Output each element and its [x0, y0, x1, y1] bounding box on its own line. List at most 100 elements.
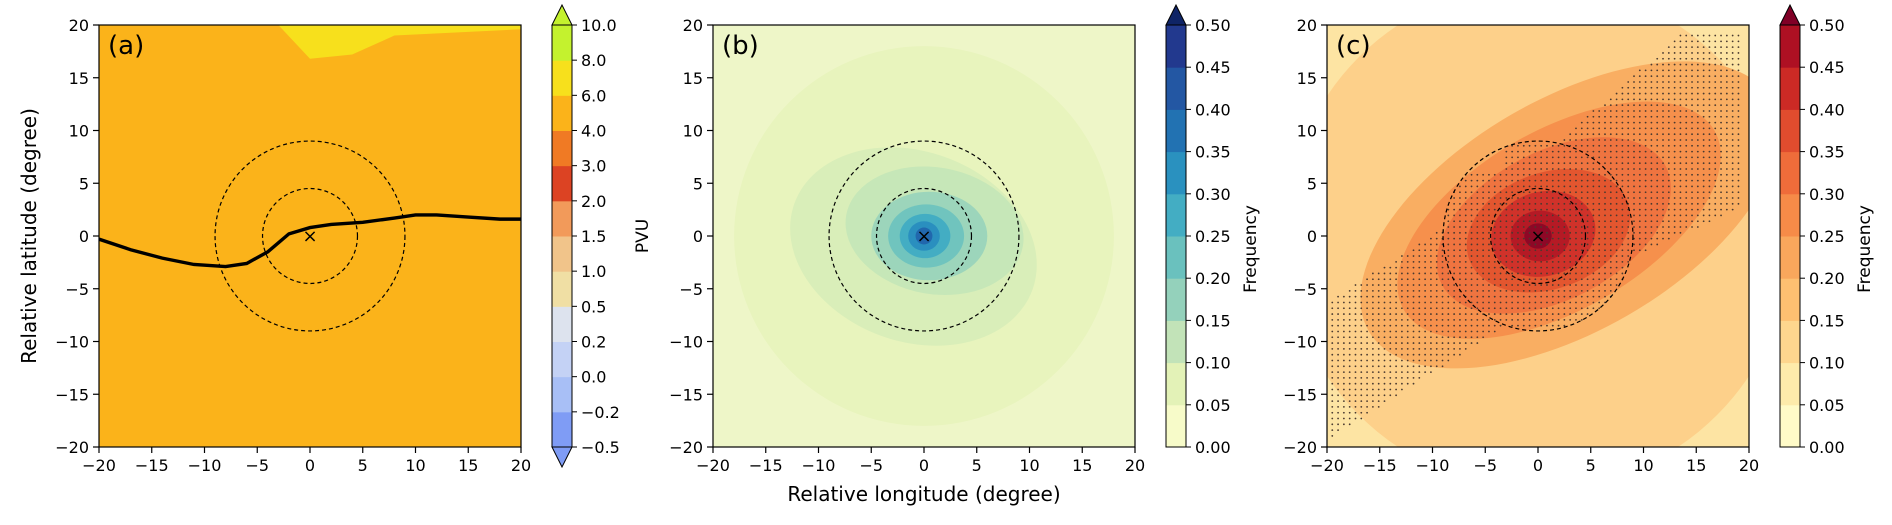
- x-tick-label: 15: [1686, 456, 1706, 475]
- x-tick-label: 20: [511, 456, 531, 475]
- colorbar-bin: [552, 306, 572, 342]
- colorbar-bin: [1780, 236, 1800, 279]
- x-tick-label: 15: [1072, 456, 1092, 475]
- y-tick-label: 20: [683, 16, 703, 35]
- panel-a-y-axis-label: Relative latitude (degree): [17, 108, 41, 364]
- colorbar-tick-label: 0.00: [1809, 438, 1845, 457]
- x-tick-label: 5: [1586, 456, 1596, 475]
- y-tick-label: 5: [1307, 174, 1317, 193]
- colorbar-tick-label: −0.2: [581, 403, 620, 422]
- colorbar-bin: [1166, 25, 1186, 68]
- center-marker: ×: [302, 226, 317, 247]
- colorbar-tick-label: 6.0: [581, 86, 606, 105]
- panel-a-colorbar-label: PVU: [633, 219, 653, 253]
- x-tick-label: −10: [188, 456, 222, 475]
- colorbar-tick-label: 0.30: [1809, 185, 1845, 204]
- colorbar-bin: [1166, 67, 1186, 110]
- colorbar-tick-label: 0.35: [1809, 143, 1845, 162]
- x-tick-label: 10: [1019, 456, 1039, 475]
- y-tick-label: 15: [683, 69, 703, 88]
- colorbar-bin: [1780, 151, 1800, 195]
- panel-a-plot-area: ×: [99, 25, 521, 447]
- y-tick-label: −10: [669, 333, 703, 352]
- y-tick-label: 15: [1297, 69, 1317, 88]
- range-circle-inner: [875, 187, 973, 285]
- colorbar-tick-label: 0.30: [1195, 185, 1231, 204]
- frequency-contour-7: [1524, 223, 1552, 249]
- colorbar-tick-label: 0.10: [1195, 354, 1231, 373]
- x-axis-label: Relative longitude (degree): [787, 482, 1060, 506]
- y-tick-label: −5: [65, 280, 89, 299]
- colorbar-tick-label: 0.00: [1195, 438, 1231, 457]
- panel-b: × (b) 0.000.050.100.150.200.250.300.350.…: [669, 3, 1261, 475]
- colorbar-tick-label: 0.40: [1195, 100, 1231, 119]
- colorbar-bin: [1780, 362, 1800, 406]
- colorbar-tick-label: 0.35: [1195, 143, 1231, 162]
- range-circle-outer: [828, 140, 1020, 332]
- y-tick-label: 0: [1307, 227, 1317, 246]
- colorbar-tick-label: 0.50: [1809, 16, 1845, 35]
- pv-band-5: [99, 25, 521, 447]
- colorbar-tick-label: 0.10: [1809, 354, 1845, 373]
- colorbar-tick-label: 0.20: [1195, 269, 1231, 288]
- y-tick-label: −20: [55, 438, 89, 457]
- y-tick-label: −15: [669, 385, 703, 404]
- colorbar-bin: [552, 236, 572, 272]
- panel-a-colorbar: −0.5 −0.2 0.0 0.2 0.5 1.0 1.5 2.0 3.0 4.0 6.0 8.0 10…: [551, 3, 620, 469]
- colorbar-bin: [552, 95, 572, 131]
- x-tick-label: 15: [458, 456, 478, 475]
- y-tick-label: 10: [1297, 122, 1317, 141]
- colorbar-tick-label: 4.0: [581, 122, 606, 141]
- colorbar-extend-bottom: [551, 446, 573, 469]
- panel-b-colorbar-label: Frequency: [1241, 205, 1261, 293]
- colorbar-tick-label: 0.2: [581, 333, 606, 352]
- colorbar-bin: [1780, 320, 1800, 364]
- x-tick-label: −5: [1473, 456, 1497, 475]
- x-tick-label: −15: [749, 456, 783, 475]
- colorbar-bin: [1166, 320, 1186, 364]
- colorbar-bin: [1780, 404, 1800, 448]
- range-circle-inner: [1489, 187, 1587, 285]
- significance-stipple: [1331, 34, 1740, 437]
- colorbar-bin: [1166, 193, 1186, 237]
- colorbar-bin: [1166, 278, 1186, 321]
- colorbar-tick-label: 0.45: [1195, 58, 1231, 77]
- panel-b-colorbar: 0.00 0.05 0.10 0.15 0.20 0.25 0.30 0.35 0.40 0.45…: [1165, 3, 1231, 457]
- colorbar-tick-label: 8.0: [581, 51, 606, 70]
- y-tick-label: 20: [69, 16, 89, 35]
- colorbar-bin: [552, 25, 572, 61]
- colorbar-bin: [552, 60, 572, 96]
- center-marker: ×: [1530, 226, 1545, 247]
- y-tick-label: −15: [55, 385, 89, 404]
- panel-a: × (a) Relative latitude (degree) −0.5−0.…: [17, 3, 653, 475]
- colorbar-bin: [552, 271, 572, 307]
- colorbar-extend-top: [1779, 3, 1801, 26]
- x-tick-label: −10: [802, 456, 836, 475]
- panel-c-colorbar-label: Frequency: [1855, 205, 1875, 293]
- range-circle-outer: [214, 140, 406, 332]
- x-tick-label: 5: [972, 456, 982, 475]
- colorbar-tick-label: 0.45: [1809, 58, 1845, 77]
- y-tick-label: −5: [1293, 280, 1317, 299]
- y-tick-label: 15: [69, 69, 89, 88]
- colorbar-tick-label: 10.0: [581, 16, 617, 35]
- panel-c-colorbar: 0.00 0.05 0.10 0.15 0.20 0.25 0.30 0.35 0.40 0.45…: [1779, 3, 1845, 457]
- x-tick-label: 20: [1739, 456, 1759, 475]
- colorbar-tick-label: 0.50: [1195, 16, 1231, 35]
- colorbar-tick-label: 0.05: [1809, 396, 1845, 415]
- panel-c-label: (c): [1336, 31, 1371, 61]
- panel-b-label: (b): [722, 31, 759, 61]
- colorbar-tick-label: 0.20: [1809, 269, 1845, 288]
- colorbar-bin: [1166, 109, 1186, 153]
- colorbar-bin: [552, 200, 572, 237]
- colorbar-extend-top: [551, 3, 573, 26]
- colorbar-bin: [1780, 67, 1800, 110]
- y-tick-label: 0: [693, 227, 703, 246]
- x-tick-label: −20: [696, 456, 730, 475]
- colorbar-bin: [552, 376, 572, 413]
- panel-b-plot-area: ×: [713, 25, 1135, 447]
- x-tick-label: 0: [919, 456, 929, 475]
- range-circle-outer: [1442, 140, 1634, 332]
- panel-a-label: (a): [108, 31, 144, 61]
